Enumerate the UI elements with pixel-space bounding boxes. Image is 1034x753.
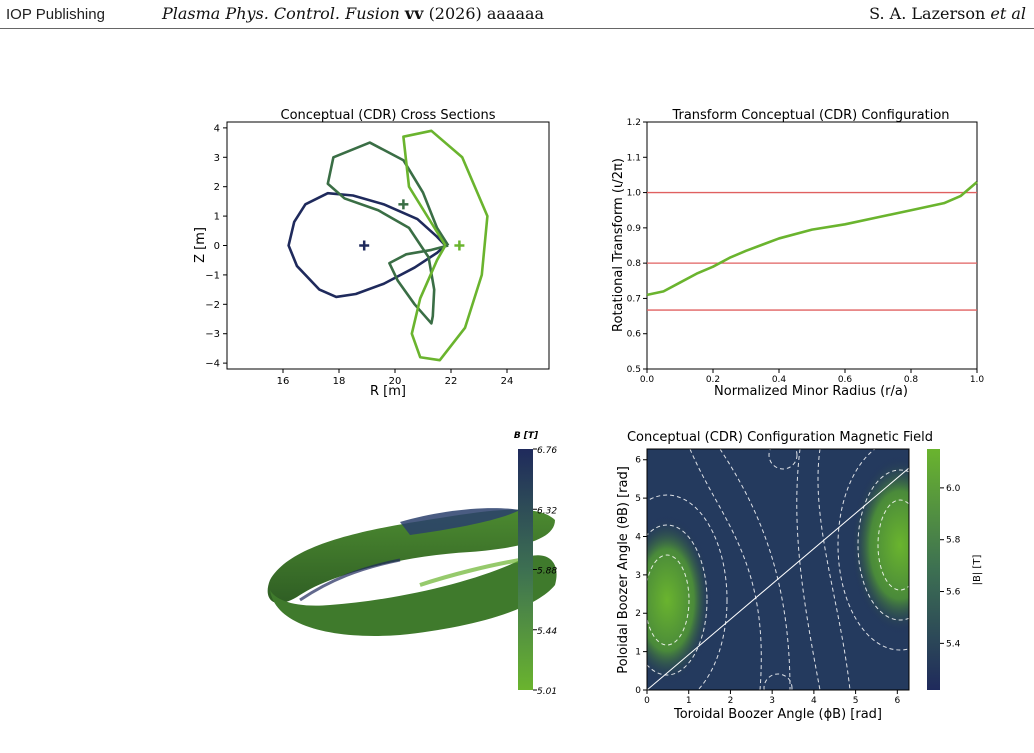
- heatmap-xtick-label: 3: [769, 696, 775, 706]
- transform-ytick-label: 1.0: [627, 189, 642, 199]
- surface-body-upper: [267, 509, 555, 604]
- surface-colorbar-tick-label: 5.88: [537, 567, 557, 577]
- transform-ytick-label: 0.7: [627, 294, 641, 304]
- transform-xtick-label: 1.0: [970, 375, 985, 385]
- transform-ytick-label: 1.2: [627, 118, 641, 128]
- heatmap-ytick-label: 2: [635, 609, 641, 619]
- magnetic-axis-marker-1: [359, 240, 370, 251]
- cross-section-ytick-label: 1: [214, 212, 220, 223]
- surface-shading: [299, 558, 401, 602]
- running-header: IOP Publishing Plasma Phys. Control. Fus…: [0, 0, 1034, 29]
- heatmap-ytick-label: 1: [635, 648, 641, 658]
- publisher-name: IOP Publishing: [6, 6, 105, 23]
- cross-section-ytick-label: 4: [214, 123, 220, 134]
- surface-colorbar-tick-label: 6.32: [537, 506, 557, 516]
- surface-rendering: B [T] 6.76 6.32 5.88 5.44 5.01: [267, 431, 557, 697]
- surface-colorbar-title: B [T]: [514, 431, 539, 441]
- year: (2026): [428, 4, 482, 23]
- author-name: S. A. Lazerson: [869, 4, 986, 23]
- transform-ytick-label: 0.8: [627, 259, 642, 269]
- author-line: S. A. Lazerson et al: [869, 4, 1026, 23]
- surface-colorbar: [518, 449, 533, 690]
- transform-xtick-label: 0.6: [838, 375, 853, 385]
- cross-section-ytick-label: 0: [214, 241, 220, 252]
- cross-section-ytick-label: 2: [214, 182, 220, 193]
- magnetic-axis-marker-2: [398, 199, 409, 210]
- transform-ytick-label: 0.6: [627, 330, 642, 340]
- heatmap-xtick-label: 4: [811, 696, 817, 706]
- volume: vv: [404, 4, 424, 23]
- heatmap-ytick-label: 4: [635, 532, 641, 542]
- cross-section-xlabel: R [m]: [370, 384, 406, 399]
- heatmap-colorbar-label: |B| [T]: [972, 555, 983, 586]
- transform-ylabel: Rotational Transform (ι/2π): [611, 158, 626, 332]
- heatmap-ytick-label: 3: [635, 571, 641, 581]
- cross-section-curve-3: [402, 129, 489, 362]
- rotational-transform-curve: [646, 180, 978, 297]
- heatmap-title: Conceptual (CDR) Configuration Magnetic …: [627, 430, 933, 445]
- transform-ytick-label: 0.9: [627, 224, 642, 234]
- transform-xtick-label: 0.8: [904, 375, 919, 385]
- heatmap-frame: [646, 448, 910, 691]
- article-number: aaaaaa: [486, 4, 545, 23]
- surface-colorbar-tick-label: 5.01: [537, 687, 557, 697]
- cross-section-curve-1: [287, 191, 447, 299]
- heatmap-colorbar-tick-label: 5.6: [946, 588, 961, 598]
- heatmap-colorbar-tick-label: 5.8: [946, 536, 961, 546]
- cross-section-plot: Conceptual (CDR) Cross Sections R [m] Z …: [193, 108, 550, 399]
- heatmap-colorbar-tick-label: 6.0: [946, 484, 961, 494]
- heatmap-xtick-label: 1: [686, 696, 692, 706]
- heatmap-xtick-label: 0: [644, 696, 650, 706]
- cross-section-xtick-label: 18: [333, 376, 346, 387]
- cross-section-xtick-label: 20: [389, 376, 402, 387]
- magnetic-axis-marker-3: [454, 240, 465, 251]
- transform-xtick-label: 0.4: [772, 375, 787, 385]
- surface-colorbar-tick-label: 5.44: [537, 627, 557, 637]
- journal-name: Plasma Phys. Control. Fusion: [162, 4, 400, 23]
- heatmap-ytick-label: 0: [635, 686, 641, 696]
- heatmap-xtick-label: 5: [853, 696, 859, 706]
- cross-section-ytick-label: −3: [205, 329, 220, 340]
- transform-xtick-label: 0.0: [640, 375, 655, 385]
- heatmap-diagonal-line: [647, 467, 909, 690]
- journal-citation: Plasma Phys. Control. Fusion vv (2026) a…: [162, 4, 544, 23]
- author-suffix: et al: [990, 4, 1026, 23]
- heatmap-xlabel: Toroidal Boozer Angle (ϕB) [rad]: [673, 707, 882, 722]
- surface-body-lower: [270, 555, 557, 636]
- surface-colorbar-tick-label: 6.76: [537, 446, 557, 456]
- magnetic-field-heatmap: Conceptual (CDR) Configuration Magnetic …: [616, 430, 983, 722]
- cross-section-ytick-label: −2: [205, 300, 220, 311]
- cross-section-xtick-label: 16: [277, 376, 290, 387]
- cross-section-curve-2: [326, 141, 450, 325]
- cross-section-title: Conceptual (CDR) Cross Sections: [281, 108, 496, 123]
- heatmap-contours: [647, 449, 909, 690]
- heatmap-region-right: [850, 455, 909, 635]
- heatmap-colorbar-tick-label: 5.4: [946, 639, 961, 649]
- cross-section-ytick-label: −1: [205, 270, 220, 281]
- transform-axes-frame: [646, 121, 978, 370]
- cross-section-axes-frame: [226, 121, 550, 370]
- heatmap-xtick-label: 2: [728, 696, 734, 706]
- transform-ytick-label: 0.5: [627, 365, 641, 375]
- heatmap-ytick-label: 6: [635, 456, 641, 466]
- transform-ytick-label: 1.1: [627, 153, 641, 163]
- cross-section-ytick-label: −4: [205, 359, 220, 370]
- cross-section-xtick-label: 22: [445, 376, 458, 387]
- transform-xtick-label: 0.2: [706, 375, 720, 385]
- heatmap-colorbar: [927, 449, 940, 690]
- heatmap-xtick-label: 6: [894, 696, 900, 706]
- transform-plot: Transform Conceptual (CDR) Configuration…: [611, 108, 984, 399]
- cross-section-xtick-label: 24: [501, 376, 514, 387]
- cross-section-ytick-label: 3: [214, 153, 220, 164]
- transform-xlabel: Normalized Minor Radius (r/a): [714, 384, 908, 399]
- transform-title: Transform Conceptual (CDR) Configuration: [671, 108, 949, 123]
- cross-section-ylabel: Z [m]: [193, 227, 208, 263]
- heatmap-region-left: [647, 515, 712, 685]
- surface-highlight: [419, 558, 521, 587]
- heatmap-ylabel: Poloidal Boozer Angle (θB) [rad]: [616, 466, 631, 674]
- heatmap-ytick-label: 5: [635, 494, 641, 504]
- surface-high-field-patch: [400, 508, 520, 535]
